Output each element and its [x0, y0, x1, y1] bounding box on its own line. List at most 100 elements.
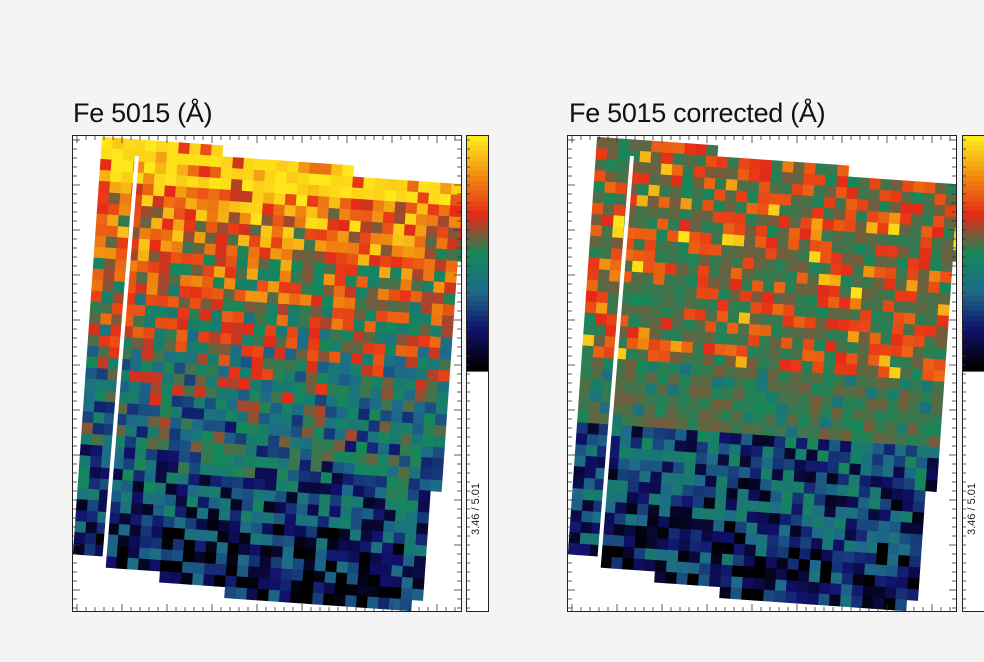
- heatmap-cell: [815, 306, 829, 319]
- heatmap-cell: [840, 584, 853, 597]
- heatmap-cell: [189, 451, 202, 465]
- heatmap-cell: [812, 350, 826, 363]
- heatmap-cell: [674, 440, 687, 453]
- heatmap-cell: [109, 490, 122, 503]
- heatmap-cell: [176, 164, 189, 177]
- heatmap-cell: [732, 400, 745, 413]
- heatmap-cell: [425, 236, 438, 250]
- heatmap-cell: [945, 183, 956, 196]
- heatmap-cell: [160, 549, 173, 562]
- heatmap-cell: [820, 240, 833, 254]
- heatmap-cell: [659, 174, 673, 187]
- heatmap-cell: [273, 347, 287, 360]
- heatmap-cell: [340, 506, 353, 519]
- heatmap-cell: [432, 281, 446, 294]
- heatmap-cell: [430, 314, 443, 327]
- heatmap-cell: [920, 236, 933, 250]
- heatmap-cell: [779, 513, 792, 526]
- heatmap-cell: [702, 353, 715, 367]
- heatmap-cell: [756, 368, 769, 381]
- heatmap-cell: [347, 562, 360, 575]
- heatmap-cell: [207, 188, 221, 201]
- heatmap-cell: [300, 437, 314, 450]
- heatmap-cell: [175, 494, 188, 508]
- colorbar-swatch: [467, 226, 488, 232]
- heatmap-cell: [417, 181, 431, 194]
- heatmap-cell: [112, 137, 125, 150]
- heatmap-cell: [606, 457, 620, 470]
- heatmap-cell: [646, 206, 659, 219]
- heatmap-cell: [360, 221, 373, 234]
- heatmap-cell: [677, 550, 690, 563]
- heatmap-cell: [761, 291, 775, 305]
- colorbar-swatch: [467, 296, 488, 302]
- heatmap-cell: [302, 250, 316, 263]
- heatmap-cell: [440, 326, 454, 339]
- heatmap-cell: [722, 542, 735, 555]
- heatmap-cell: [878, 520, 891, 533]
- heatmap-cell: [167, 141, 180, 154]
- heatmap-cell: [767, 204, 781, 217]
- heatmap-cell: [818, 582, 831, 595]
- colorbar-swatch: [467, 326, 488, 332]
- heatmap-cell: [259, 236, 272, 249]
- heatmap-cell: [366, 442, 379, 455]
- heatmap-cell: [755, 534, 769, 547]
- heatmap-cell: [639, 459, 653, 473]
- heatmap-cell: [856, 518, 869, 532]
- heatmap-cell: [151, 526, 164, 539]
- heatmap-cell: [667, 538, 680, 552]
- heatmap-cell: [697, 430, 710, 443]
- heatmap-cell: [214, 255, 227, 268]
- heatmap-cell: [759, 479, 773, 492]
- heatmap-cell: [619, 436, 632, 449]
- heatmap-cell: [844, 220, 857, 233]
- heatmap-cell: [211, 298, 224, 312]
- heatmap-cell: [220, 167, 233, 180]
- heatmap-cell: [332, 450, 346, 464]
- heatmap-cell: [160, 394, 173, 407]
- heatmap-cell: [897, 565, 910, 579]
- heatmap-cell: [412, 412, 426, 425]
- heatmap-cell: [294, 205, 308, 218]
- heatmap-cell: [695, 298, 708, 311]
- heatmap-cell: [188, 462, 202, 476]
- heatmap-cell: [643, 250, 656, 263]
- heatmap-cell: [129, 370, 142, 383]
- heatmap-cell: [119, 513, 132, 526]
- heatmap-cell: [822, 373, 835, 386]
- heatmap-cell: [749, 313, 762, 326]
- heatmap-cell: [617, 469, 630, 482]
- heatmap-cell: [247, 566, 260, 579]
- heatmap-cell: [79, 455, 92, 468]
- heatmap-cell: [153, 339, 166, 352]
- heatmap-cell: [164, 174, 178, 187]
- heatmap-cell: [932, 380, 945, 394]
- heatmap-cell: [163, 505, 177, 518]
- heatmap-cell: [790, 349, 804, 362]
- heatmap-cell: [777, 535, 791, 548]
- heatmap-cell: [727, 465, 740, 479]
- colorbar-swatch: [963, 211, 984, 217]
- heatmap-cell: [205, 221, 218, 234]
- heatmap-cell: [199, 154, 212, 168]
- heatmap-cell: [105, 236, 118, 249]
- heatmap-cell: [259, 390, 273, 403]
- heatmap-cell: [699, 243, 712, 256]
- heatmap-cell: [682, 484, 695, 498]
- heatmap-cell: [811, 372, 824, 385]
- heatmap-cell: [91, 279, 104, 292]
- heatmap-cell: [272, 369, 285, 382]
- heatmap-cell: [689, 386, 702, 399]
- heatmap-cell: [293, 381, 306, 395]
- heatmap-cell: [746, 356, 759, 370]
- heatmap-cell: [244, 455, 257, 468]
- heatmap-cell: [785, 591, 798, 604]
- colorbar-swatch: [963, 156, 984, 162]
- heatmap-cell: [342, 473, 355, 486]
- heatmap-cell: [634, 216, 648, 230]
- heatmap-cell: [403, 544, 416, 557]
- heatmap-cell: [650, 151, 663, 165]
- heatmap-cell: [360, 529, 373, 543]
- heatmap-cell: [186, 330, 200, 343]
